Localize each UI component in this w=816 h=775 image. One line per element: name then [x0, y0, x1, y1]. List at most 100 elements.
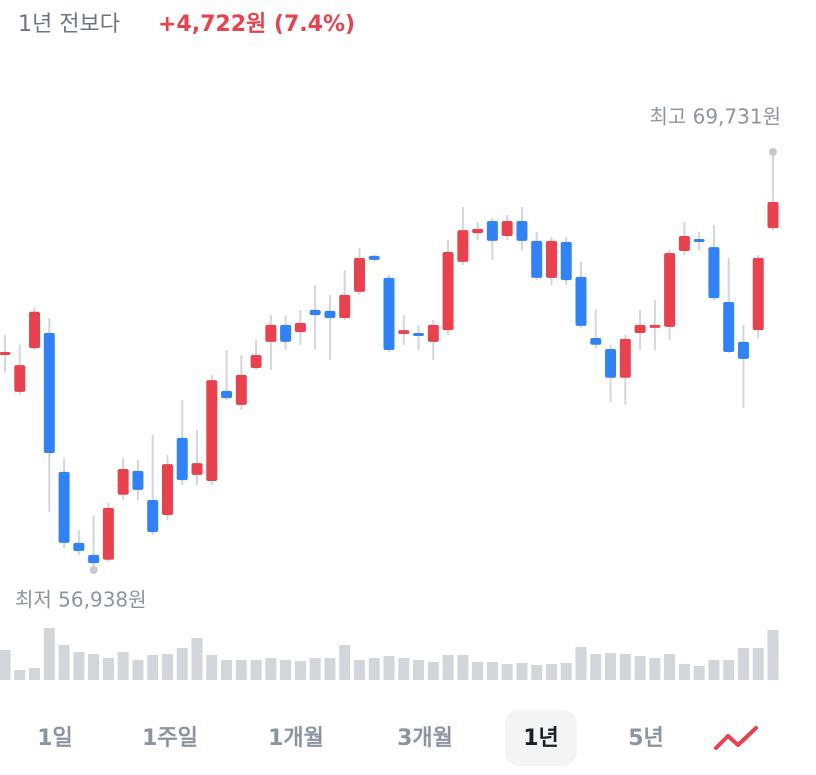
candle-body [353, 257, 365, 292]
volume-bar [427, 662, 439, 680]
volume-bar [664, 654, 676, 680]
candle-body [58, 471, 70, 543]
volume-bar [693, 666, 705, 680]
candle-body [501, 220, 513, 237]
candle-body [43, 333, 55, 453]
candle-body [560, 241, 572, 281]
candle-body [737, 341, 749, 359]
volume-bar [0, 650, 11, 680]
volume-bar [176, 648, 188, 680]
volume-bar [294, 661, 306, 680]
candle-body [427, 324, 439, 342]
period-tab[interactable]: 3개월 [397, 726, 453, 751]
candle-body [708, 247, 720, 299]
volume-bar [575, 647, 587, 680]
candle-body [516, 220, 528, 241]
selected-tab-bg [505, 710, 577, 766]
candle-body [0, 351, 11, 355]
period-label: 1년 전보다 [18, 12, 120, 37]
volume-bar [191, 638, 203, 680]
volume-bar [14, 670, 26, 680]
volume-bar [383, 656, 395, 680]
period-tab[interactable]: 1년 [523, 726, 559, 751]
low-marker [89, 566, 98, 574]
volume-bar [250, 660, 262, 680]
candle-body [545, 240, 557, 278]
candle-body [383, 277, 395, 351]
volume-bar [723, 660, 735, 680]
candle-body [235, 374, 247, 405]
candle-body [339, 294, 351, 319]
candle-body [132, 470, 144, 490]
candle-body [280, 324, 292, 342]
candle-body [29, 311, 41, 349]
volume-bar [280, 660, 292, 680]
candle-body [723, 302, 735, 352]
candle-body [693, 238, 705, 242]
volume-bar [501, 664, 513, 680]
volume-bar [73, 652, 85, 680]
candle-body [117, 468, 129, 495]
candle-body [575, 276, 587, 326]
candle-body [664, 252, 676, 327]
candle-body [590, 337, 602, 345]
volume-bar [442, 655, 454, 680]
volume-bar [649, 658, 661, 680]
volume-bar [43, 628, 55, 680]
candle-body [678, 236, 690, 252]
candle-body [619, 338, 631, 378]
period-tab[interactable]: 5년 [628, 726, 664, 751]
line-chart-toggle[interactable] [714, 726, 758, 750]
volume-bar [102, 658, 114, 680]
volume-bar [767, 630, 779, 680]
candle-body [413, 333, 425, 337]
candle-body [368, 255, 380, 260]
volume-bar [457, 655, 469, 680]
volume-bar [678, 664, 690, 680]
volume-bar [206, 655, 218, 680]
candle-body [605, 349, 617, 378]
high-label: 최고 69,731원 [649, 105, 781, 129]
candle-body [88, 554, 100, 564]
candle-body [250, 354, 262, 369]
volume-bar [221, 660, 233, 680]
high-marker [769, 148, 777, 156]
low-label: 최저 56,938원 [15, 588, 147, 612]
candle-body [191, 463, 203, 475]
volume-bar [413, 660, 425, 680]
candle-body [531, 240, 543, 278]
candle-body [486, 220, 498, 241]
volume-bar [619, 654, 631, 680]
candle-body [767, 202, 779, 229]
period-tab[interactable]: 1일 [37, 726, 73, 751]
volume-bar [486, 662, 498, 680]
candle-body [206, 380, 218, 482]
candle-body [161, 464, 173, 516]
volume-bar [339, 645, 351, 680]
volume-bar [265, 658, 277, 680]
candle-body [649, 324, 661, 328]
candle-body [634, 324, 646, 334]
volume-bar [590, 654, 602, 680]
candle-body [73, 542, 85, 551]
volume-bar [368, 658, 380, 680]
volume-bar [398, 658, 410, 680]
volume-bar [29, 668, 41, 680]
volume-bar [531, 665, 543, 680]
candle-body [309, 309, 321, 316]
volume-bar [235, 660, 247, 680]
volume-bar [634, 656, 646, 680]
candle-body [221, 390, 233, 399]
candle-body [472, 228, 484, 234]
volume-bar [353, 660, 365, 680]
volume-bar [88, 654, 100, 680]
candle-body [265, 324, 277, 342]
period-tab[interactable]: 1개월 [268, 726, 324, 751]
candle-body [752, 257, 764, 331]
candle-body [176, 437, 188, 481]
volume-bar [324, 658, 336, 680]
period-tab[interactable]: 1주일 [142, 726, 198, 751]
volume-bar [147, 655, 159, 680]
